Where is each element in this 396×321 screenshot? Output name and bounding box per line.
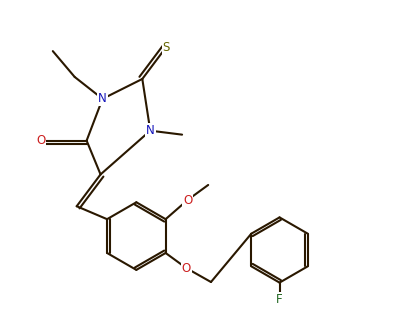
Text: O: O	[36, 134, 46, 147]
Text: S: S	[162, 41, 170, 54]
Text: N: N	[98, 92, 107, 105]
Text: O: O	[182, 262, 191, 274]
Text: N: N	[146, 124, 155, 137]
Text: F: F	[276, 293, 283, 306]
Text: O: O	[183, 194, 192, 207]
